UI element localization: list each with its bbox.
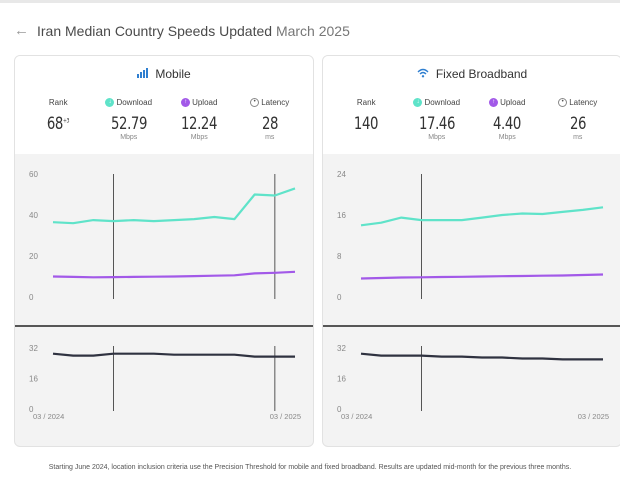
download-stat: ↓ Download 17.46 Mbps [406, 96, 468, 141]
latency-tick-label: 16 [337, 375, 346, 384]
latency-tick-label: 32 [29, 344, 38, 353]
upload-series-line [360, 273, 604, 280]
fixed-chart-area: 24 16 8 0 32 16 0 03 / 2024 03 / 2025 [323, 154, 620, 446]
mobile-panel-title: Mobile [15, 67, 313, 81]
x-start-label: 03 / 2024 [341, 412, 372, 421]
top-divider [0, 0, 620, 3]
rank-stat: Rank 140 [354, 97, 379, 135]
mobile-stats: Rank 68+3 ↓ Download 52.79 Mbps ↑ Upload 1… [15, 96, 313, 141]
speed-tick-label: 8 [337, 252, 342, 261]
speed-tick-label: 20 [29, 252, 38, 261]
page-header: ← Iran Median Country Speeds Updated Mar… [14, 22, 350, 39]
fixed-panel-header: Fixed Broadband Rank 140 ↓ Download 17.46… [323, 56, 620, 154]
latency-series-line [52, 352, 295, 358]
x-start-label: 03 / 2024 [33, 412, 64, 421]
latency-tick-label: 16 [29, 375, 38, 384]
mobile-panel: Mobile Rank 68+3 ↓ Download 52.79 Mbps ↑ U… [14, 55, 314, 447]
speed-tick-label: 40 [29, 211, 38, 220]
fixed-stats: Rank 140 ↓ Download 17.46 Mbps ↑ Upload 4.… [323, 96, 620, 141]
latency-clock-icon: • [558, 97, 568, 107]
upload-stat: ↑ Upload 4.40 Mbps [476, 96, 538, 141]
download-stat: ↓ Download 52.79 Mbps [98, 96, 160, 141]
download-arrow-icon: ↓ [413, 97, 423, 107]
speed-tick-label: 0 [337, 293, 342, 302]
fixed-panel: Fixed Broadband Rank 140 ↓ Download 17.46… [322, 55, 620, 447]
x-end-label: 03 / 2025 [270, 412, 301, 421]
latency-tick-label: 32 [337, 344, 346, 353]
latency-tick-label: 0 [29, 405, 34, 414]
download-series-line [52, 187, 296, 225]
latency-stat: • Latency 26 ms [547, 96, 609, 141]
upload-arrow-icon: ↑ [489, 97, 499, 107]
signal-bars-icon [137, 68, 151, 81]
upload-arrow-icon: ↑ [181, 97, 191, 107]
fixed-panel-title: Fixed Broadband [323, 67, 620, 81]
upload-series-line [52, 270, 296, 279]
arrow-left-icon[interactable]: ← [14, 22, 29, 39]
page-title: Iran Median Country Speeds Updated March… [37, 22, 350, 39]
latency-clock-icon: • [250, 97, 260, 107]
rank-stat: Rank 68+3 [47, 97, 70, 135]
latency-tick-label: 0 [337, 405, 342, 414]
download-series-line [360, 206, 604, 227]
speed-tick-label: 0 [29, 293, 34, 302]
x-end-label: 03 / 2025 [578, 412, 609, 421]
footer-note: Starting June 2024, location inclusion c… [48, 464, 572, 471]
upload-stat: ↑ Upload 12.24 Mbps [181, 97, 218, 141]
speed-tick-label: 16 [337, 211, 346, 220]
page-date: March 2025 [275, 22, 350, 39]
mobile-chart-area: 60 40 20 0 32 16 0 03 / 2024 03 / 2025 [15, 154, 313, 446]
speed-tick-label: 24 [337, 170, 346, 179]
latency-stat: • Latency 28 ms [239, 96, 301, 141]
mobile-panel-header: Mobile Rank 68+3 ↓ Download 52.79 Mbps ↑ U… [15, 56, 313, 154]
wifi-icon [417, 68, 432, 81]
latency-series-line [360, 352, 603, 361]
speed-tick-label: 60 [29, 170, 38, 179]
download-arrow-icon: ↓ [105, 97, 115, 107]
